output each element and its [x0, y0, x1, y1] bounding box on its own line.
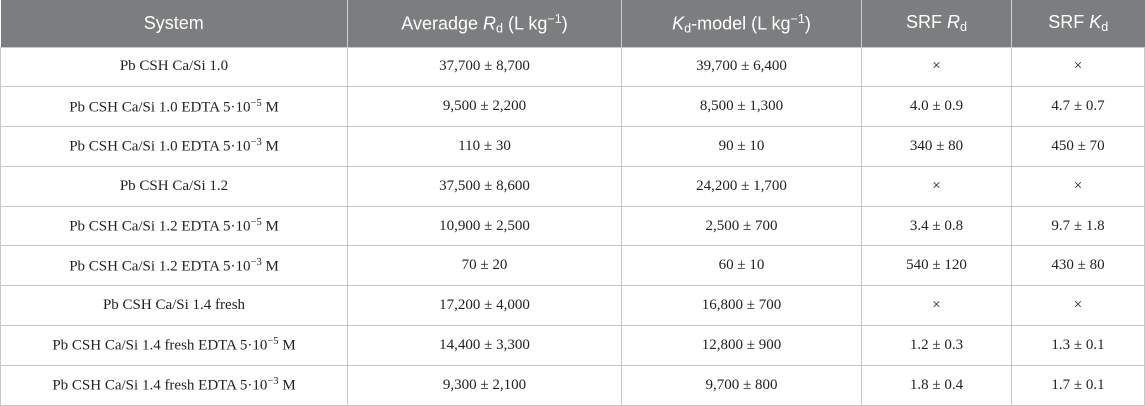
cell-kd-model: 8,500 ± 1,300	[621, 86, 862, 128]
cell-kd-model: 60 ± 10	[621, 245, 862, 287]
table-row: Pb CSH Ca/Si 1.0 EDTA 5·10−3 M 110 ± 30 90…	[0, 126, 1145, 167]
cell-srf-rd: 540 ± 120	[861, 245, 1012, 287]
cell-average-rd: 17,200 ± 4,000	[347, 285, 622, 327]
cell-srf-kd: 1.7 ± 0.1	[1011, 364, 1145, 406]
cell-kd-model: 12,800 ± 900	[621, 325, 862, 366]
cell-average-rd: 37,700 ± 8,700	[347, 46, 622, 88]
cell-srf-rd: 3.4 ± 0.8	[861, 205, 1012, 247]
cell-srf-rd: ×	[861, 46, 1012, 88]
cell-system: Pb CSH Ca/Si 1.2 EDTA 5·10−3 M	[0, 245, 348, 287]
table-row: Pb CSH Ca/Si 1.0 37,700 ± 8,700 39,700 ± 6…	[0, 46, 1145, 88]
cell-srf-rd: 1.2 ± 0.3	[861, 325, 1012, 366]
cell-system: Pb CSH Ca/Si 1.4 fresh EDTA 5·10−3 M	[0, 364, 348, 406]
cell-kd-model: 2,500 ± 700	[621, 205, 862, 247]
table-row: Pb CSH Ca/Si 1.0 EDTA 5·10−5 M 9,500 ± 2,…	[0, 86, 1145, 128]
cell-srf-kd: 9.7 ± 1.8	[1011, 205, 1145, 247]
cell-average-rd: 14,400 ± 3,300	[347, 325, 622, 366]
cell-system: Pb CSH Ca/Si 1.4 fresh EDTA 5·10−5 M	[0, 325, 348, 366]
cell-system: Pb CSH Ca/Si 1.0 EDTA 5·10−3 M	[0, 126, 348, 167]
cell-system: Pb CSH Ca/Si 1.0 EDTA 5·10−5 M	[0, 86, 348, 128]
cell-kd-model: 16,800 ± 700	[621, 285, 862, 327]
cell-srf-kd: 1.3 ± 0.1	[1011, 325, 1145, 366]
table-row: Pb CSH Ca/Si 1.4 fresh EDTA 5·10−3 M 9,30…	[0, 364, 1145, 406]
cell-srf-kd: ×	[1011, 165, 1145, 207]
cell-average-rd: 9,300 ± 2,100	[347, 364, 622, 406]
header-system: System	[143, 12, 204, 33]
header-srf-rd: SRF Rd	[861, 0, 1012, 47]
cell-system: Pb CSH Ca/Si 1.2	[0, 165, 348, 207]
cell-average-rd: 37,500 ± 8,600	[347, 165, 622, 207]
cell-system: Pb CSH Ca/Si 1.2 EDTA 5·10−5 M	[0, 205, 348, 247]
header-row: System Averadge Rd (L kg−1) Kd-model (L …	[0, 0, 1145, 47]
cell-kd-model: 9,700 ± 800	[621, 364, 862, 406]
cell-srf-kd: ×	[1011, 285, 1145, 327]
cell-system: Pb CSH Ca/Si 1.4 fresh	[0, 285, 348, 327]
cell-srf-rd: 4.0 ± 0.9	[861, 86, 1012, 128]
cell-system: Pb CSH Ca/Si 1.0	[0, 46, 348, 88]
table-row: Pb CSH Ca/Si 1.2 EDTA 5·10−5 M 10,900 ± 2…	[0, 205, 1145, 247]
cell-srf-kd: 430 ± 80	[1011, 245, 1145, 287]
cell-srf-kd: 4.7 ± 0.7	[1011, 86, 1145, 128]
table-row: Pb CSH Ca/Si 1.2 EDTA 5·10−3 M 70 ± 20 60 …	[0, 245, 1145, 287]
cell-average-rd: 70 ± 20	[347, 245, 622, 287]
cell-srf-rd: ×	[861, 165, 1012, 207]
table-body: Pb CSH Ca/Si 1.0 37,700 ± 8,700 39,700 ± 6…	[0, 46, 1145, 406]
cell-average-rd: 9,500 ± 2,200	[347, 86, 622, 128]
header-srf-kd: SRF Kd	[1011, 0, 1145, 47]
cell-average-rd: 110 ± 30	[347, 126, 622, 167]
cell-srf-rd: ×	[861, 285, 1012, 327]
cell-average-rd: 10,900 ± 2,500	[347, 205, 622, 247]
table-row: Pb CSH Ca/Si 1.4 fresh 17,200 ± 4,000 16,8…	[0, 285, 1145, 327]
table-header: System Averadge Rd (L kg−1) Kd-model (L …	[0, 0, 1145, 47]
cell-srf-kd: ×	[1011, 46, 1145, 88]
cell-srf-rd: 1.8 ± 0.4	[861, 364, 1012, 406]
table-row: Pb CSH Ca/Si 1.2 37,500 ± 8,600 24,200 ± 1…	[0, 165, 1145, 207]
table-row: Pb CSH Ca/Si 1.4 fresh EDTA 5·10−5 M 14,4…	[0, 325, 1145, 366]
cell-kd-model: 90 ± 10	[621, 126, 862, 167]
header-kd-model: Kd-model (L kg−1)	[621, 0, 862, 47]
cell-srf-kd: 450 ± 70	[1011, 126, 1145, 167]
cell-srf-rd: 340 ± 80	[861, 126, 1012, 167]
cell-kd-model: 24,200 ± 1,700	[621, 165, 862, 207]
cell-kd-model: 39,700 ± 6,400	[621, 46, 862, 88]
header-average-rd: Averadge Rd (L kg−1)	[347, 0, 622, 47]
